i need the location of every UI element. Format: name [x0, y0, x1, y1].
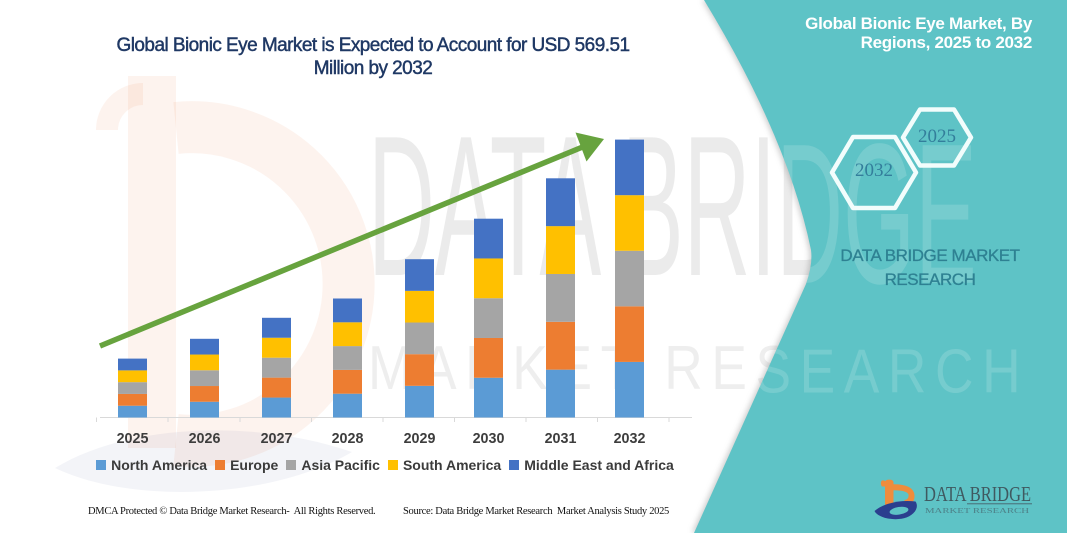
svg-text:MARKET RESEARCH: MARKET RESEARCH [925, 508, 1029, 515]
svg-text:DATA BRIDGE: DATA BRIDGE [924, 482, 1031, 506]
